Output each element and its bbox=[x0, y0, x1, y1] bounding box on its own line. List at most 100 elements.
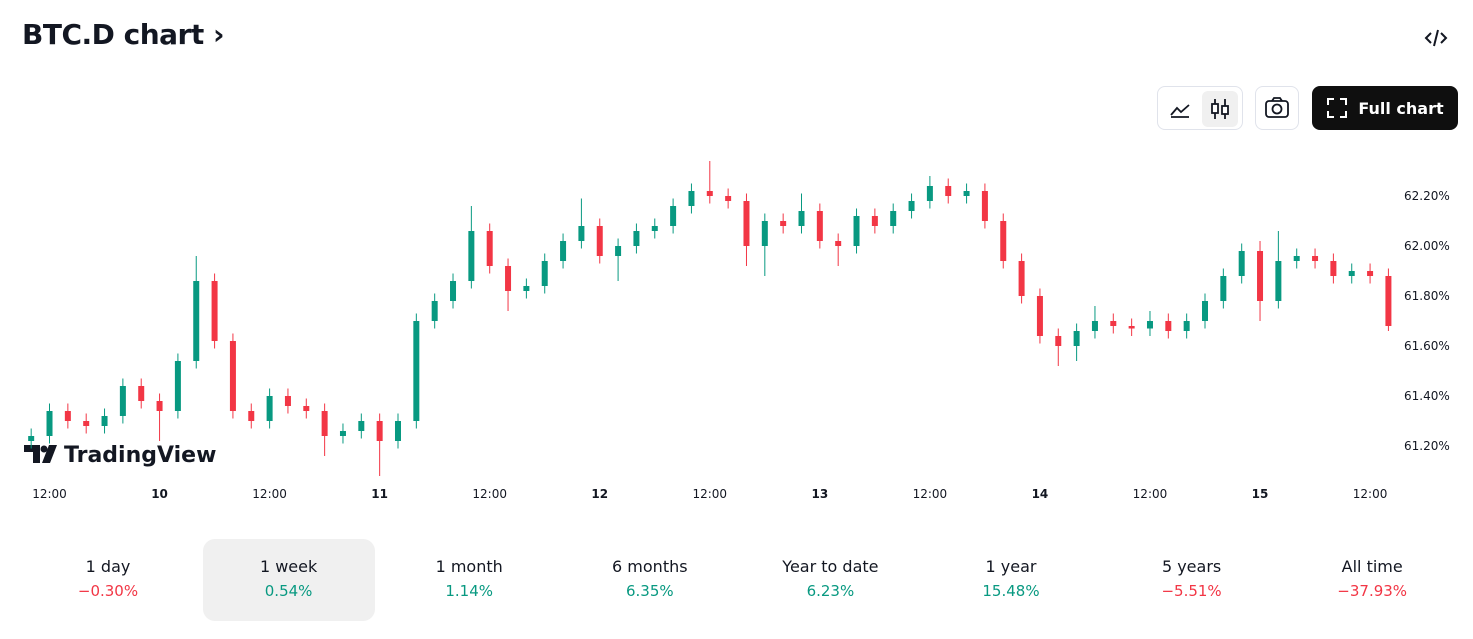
tv-logo-dot bbox=[40, 445, 48, 453]
period-label[interactable]: 1 year bbox=[985, 557, 1037, 576]
full-chart-button[interactable]: Full chart bbox=[1312, 86, 1458, 130]
candle bbox=[394, 413, 401, 449]
candle-body bbox=[780, 221, 787, 226]
watermark: TradingView bbox=[24, 443, 216, 468]
candle bbox=[1073, 323, 1080, 361]
candle-body bbox=[541, 261, 548, 286]
candle bbox=[248, 403, 255, 429]
y-tick-label: 62.00% bbox=[1404, 239, 1450, 253]
candle-body bbox=[358, 421, 365, 431]
period-label[interactable]: 5 years bbox=[1161, 557, 1222, 576]
snapshot-button[interactable] bbox=[1255, 86, 1299, 130]
candle bbox=[578, 198, 585, 249]
camera-icon bbox=[1265, 97, 1289, 118]
candle-body bbox=[633, 231, 640, 246]
period-tab[interactable]: 6 months 6.35% bbox=[564, 539, 736, 621]
candle-body bbox=[926, 186, 933, 201]
candle-body bbox=[908, 201, 915, 211]
y-tick-label: 61.80% bbox=[1404, 289, 1450, 303]
period-tab[interactable]: 1 month 1.14% bbox=[383, 539, 555, 621]
candle bbox=[560, 233, 567, 269]
candle bbox=[46, 403, 53, 444]
chevron[interactable]: › bbox=[203, 18, 225, 51]
candle-body bbox=[174, 361, 181, 411]
x-tick-label: 13 bbox=[811, 487, 828, 501]
line-style-button[interactable] bbox=[1168, 97, 1192, 121]
candle-body bbox=[83, 421, 90, 426]
candle-body bbox=[1146, 321, 1153, 329]
period-label[interactable]: 1 month bbox=[435, 557, 503, 576]
period-label[interactable]: 1 week bbox=[259, 557, 318, 576]
expand-icon bbox=[1327, 98, 1348, 118]
candle bbox=[119, 378, 126, 424]
title[interactable]: BTC.D chart › bbox=[22, 18, 225, 51]
title-text[interactable]: BTC.D chart bbox=[22, 18, 204, 51]
period-change[interactable]: −5.51% bbox=[1161, 582, 1222, 600]
candle-body bbox=[743, 201, 750, 246]
candle-body bbox=[376, 421, 383, 441]
candle-body bbox=[394, 421, 401, 441]
period-change[interactable]: 1.14% bbox=[445, 582, 494, 600]
candle bbox=[193, 256, 200, 369]
candle bbox=[963, 183, 970, 204]
x-tick-label: 14 bbox=[1032, 487, 1049, 501]
candle bbox=[1018, 253, 1025, 304]
period-label[interactable]: All time bbox=[1341, 557, 1403, 576]
candle-body bbox=[211, 281, 218, 341]
period-label[interactable]: 1 day bbox=[85, 557, 131, 576]
candle bbox=[926, 176, 933, 209]
candle-body bbox=[1128, 326, 1135, 329]
candle bbox=[303, 398, 310, 419]
candle-body bbox=[1055, 336, 1062, 346]
candle bbox=[816, 203, 823, 249]
candle-body bbox=[1036, 296, 1043, 336]
candle-body bbox=[853, 216, 860, 246]
candle bbox=[83, 413, 90, 434]
candle-body bbox=[688, 191, 695, 206]
candle bbox=[651, 218, 658, 239]
candle bbox=[670, 198, 677, 234]
candle-body bbox=[303, 406, 310, 411]
tv-logo bbox=[24, 445, 57, 463]
y-tick-label: 61.40% bbox=[1404, 389, 1450, 403]
candle-body bbox=[1183, 321, 1190, 331]
period-label[interactable]: Year to date bbox=[782, 557, 879, 576]
candle bbox=[945, 178, 952, 204]
candle-body bbox=[1275, 261, 1282, 301]
candle-body bbox=[1091, 321, 1098, 331]
period-tab[interactable]: All time −37.93% bbox=[1286, 539, 1458, 621]
candle bbox=[1293, 248, 1300, 269]
candle bbox=[541, 253, 548, 294]
candle-body bbox=[1220, 276, 1227, 301]
candle-body bbox=[284, 396, 291, 406]
candle bbox=[835, 233, 842, 266]
candle bbox=[1348, 263, 1355, 284]
candle bbox=[138, 378, 145, 409]
y-tick-label: 61.60% bbox=[1404, 339, 1450, 353]
embed-button[interactable] bbox=[1424, 26, 1448, 50]
candle bbox=[1036, 288, 1043, 344]
period-change[interactable]: 15.48% bbox=[982, 582, 1040, 600]
candle-body bbox=[890, 211, 897, 226]
candle bbox=[890, 203, 897, 234]
period-tab[interactable]: 1 week 0.54% bbox=[202, 539, 375, 621]
period-change[interactable]: −0.30% bbox=[77, 582, 139, 600]
x-tick-label: 12:00 bbox=[252, 487, 287, 501]
full-chart-label[interactable]: Full chart bbox=[1358, 98, 1444, 118]
period-tab[interactable]: Year to date 6.23% bbox=[744, 539, 916, 621]
period-tab[interactable]: 1 day −0.30% bbox=[22, 539, 194, 621]
period-change[interactable]: −37.93% bbox=[1337, 582, 1408, 600]
candle bbox=[1146, 311, 1153, 336]
period-tab[interactable]: 5 years −5.51% bbox=[1106, 539, 1278, 621]
candle bbox=[358, 413, 365, 439]
candle bbox=[725, 188, 732, 209]
candle-body bbox=[1293, 256, 1300, 261]
period-change[interactable]: 6.23% bbox=[806, 582, 855, 600]
period-change[interactable]: 0.54% bbox=[264, 582, 313, 600]
period-label[interactable]: 6 months bbox=[612, 557, 688, 576]
period-tab[interactable]: 1 year 15.48% bbox=[925, 539, 1097, 621]
period-change[interactable]: 6.35% bbox=[625, 582, 674, 600]
candle-style-button[interactable] bbox=[1202, 91, 1238, 127]
candle bbox=[64, 403, 71, 429]
candle bbox=[505, 258, 512, 311]
